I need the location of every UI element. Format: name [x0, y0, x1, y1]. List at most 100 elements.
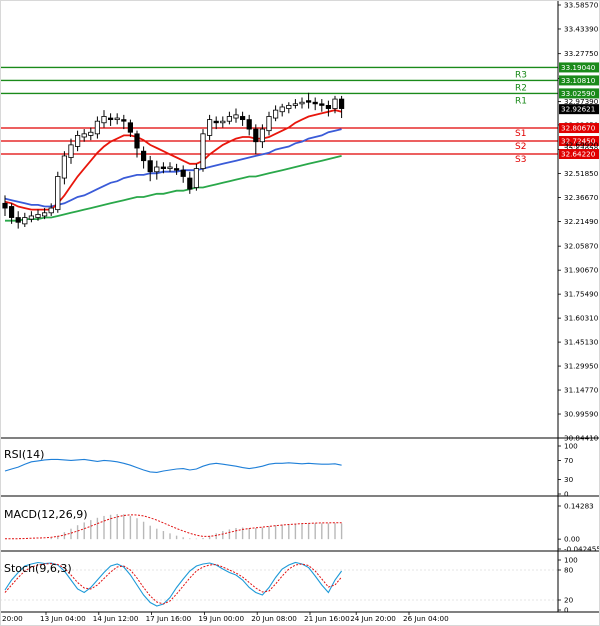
- candle-body: [127, 122, 133, 133]
- y-tick-label: -0.042455: [564, 545, 600, 554]
- y-tick-label: 31.14770: [564, 386, 599, 395]
- panel-label: RSI(14): [4, 448, 44, 461]
- level-price-value-r1: 33.02590: [561, 89, 596, 98]
- macd-panel: 0.14283 0.00-0.042455 MACD(12,26,9): [0, 502, 600, 554]
- x-tick-label: 21 Jun 16:00: [304, 614, 350, 623]
- candle-body: [312, 101, 318, 105]
- level-price-tag-s2: [559, 136, 600, 147]
- candle-body: [68, 144, 74, 158]
- x-tick-label: 24 Jun 20:00: [350, 614, 396, 623]
- candle-body: [134, 133, 140, 149]
- candle-body: [220, 120, 226, 124]
- y-tick-label: 33.43390: [564, 24, 599, 33]
- y-tick-label: 80: [564, 566, 574, 575]
- candle-body: [28, 215, 35, 220]
- candle-body: [101, 116, 107, 124]
- x-tick-label: 26 Jun 04:00: [403, 614, 449, 623]
- level-price-tag-r2: [559, 75, 600, 86]
- candle-body: [22, 217, 28, 225]
- candle-body: [299, 101, 305, 105]
- y-tick-label: 100: [564, 442, 578, 451]
- panel-label: Stoch(9,6,3): [4, 562, 72, 575]
- candle-body: [233, 114, 239, 119]
- candle-body: [121, 119, 127, 122]
- y-tick-label: 31.90670: [564, 266, 599, 275]
- level-price-value-s2: 32.72450: [561, 137, 596, 146]
- x-tick-label: 13 Jun 04:00: [40, 614, 86, 623]
- candle-body: [266, 116, 272, 132]
- panel-label: MACD(12,26,9): [4, 508, 88, 521]
- candle-body: [187, 177, 193, 190]
- candle-body: [147, 160, 153, 173]
- candle-body: [259, 128, 266, 143]
- candle-body: [94, 120, 100, 135]
- candle-body: [286, 105, 292, 109]
- y-tick-label: 32.21490: [564, 217, 599, 226]
- candle-body: [88, 131, 94, 136]
- y-tick-label: 0: [564, 606, 569, 615]
- ma-green-line: [5, 155, 342, 222]
- y-tick-label: 31.29950: [564, 362, 599, 371]
- level-label-s2: S2: [515, 142, 526, 152]
- level-label-r3: R3: [515, 70, 527, 80]
- stoch-main-line: [4, 561, 343, 607]
- candle-body: [332, 98, 338, 109]
- x-tick-label: 20 Jun 08:00: [251, 614, 297, 623]
- level-label-s1: S1: [515, 129, 526, 139]
- y-tick-label: 20: [564, 596, 574, 605]
- stoch-signal-line: [4, 562, 342, 605]
- y-tick-label: 32.36670: [564, 193, 599, 202]
- level-price-tag-r1: [559, 88, 600, 99]
- y-tick-label: 100: [564, 556, 578, 565]
- y-tick-label: 32.05870: [564, 242, 599, 251]
- candle-body: [160, 166, 166, 169]
- candle-body: [154, 166, 160, 173]
- candle-body: [279, 106, 285, 113]
- y-tick-label: 0.00: [564, 535, 580, 544]
- x-axis: 20:00 13 Jun 04:00 14 Jun 12:00 17 Jun 16:0…: [0, 612, 449, 623]
- level-label-s3: S3: [515, 155, 526, 165]
- candle-body: [8, 206, 15, 218]
- rsi-panel: 100 70 30 0 RSI(14): [0, 442, 600, 499]
- candle-body: [167, 166, 173, 169]
- candle-body: [272, 109, 279, 119]
- candle-body: [226, 116, 232, 122]
- macd-signal-line: [5, 514, 342, 540]
- level-label-r1: R1: [515, 96, 527, 106]
- x-tick-label: 17 Jun 16:00: [146, 614, 192, 623]
- partial-price-label: 32.69920: [564, 141, 599, 150]
- rsi-line: [4, 458, 342, 473]
- y-tick-label: 31.75490: [564, 290, 599, 299]
- y-tick-label: 31.60310: [564, 314, 599, 323]
- candle-body: [55, 176, 61, 211]
- level-price-value-r3: 33.19040: [561, 63, 596, 72]
- y-tick-label: 0: [564, 490, 569, 499]
- candle-body: [114, 117, 120, 121]
- candle-body: [81, 133, 87, 138]
- level-price-value-s1: 32.80670: [561, 124, 596, 133]
- candle-body: [180, 169, 186, 177]
- candle-body: [206, 119, 213, 136]
- main-price-panel: 33.5857033.4339033.2775033.1213032.97390…: [0, 1, 600, 443]
- candle-body: [200, 133, 206, 169]
- candle-body: [325, 105, 332, 109]
- level-price-tag-s3: [559, 149, 600, 160]
- candle-body: [239, 116, 246, 121]
- x-tick-label: 19 Jun 00:00: [198, 614, 244, 623]
- candle-body: [338, 98, 345, 109]
- candle-body: [193, 168, 199, 188]
- level-label-r2: R2: [515, 83, 527, 93]
- candle-body: [140, 150, 147, 162]
- candle-body: [15, 217, 21, 223]
- candle-body: [253, 128, 259, 143]
- y-tick-label: 31.45130: [564, 338, 599, 347]
- y-tick-label: 70: [564, 456, 574, 465]
- candle-body: [42, 212, 48, 217]
- x-tick-label: 14 Jun 12:00: [93, 614, 139, 623]
- last-price-value: 32.92621: [561, 105, 595, 114]
- candle-body: [48, 207, 54, 214]
- candle-body: [2, 202, 8, 209]
- last-price-tag: [559, 104, 600, 115]
